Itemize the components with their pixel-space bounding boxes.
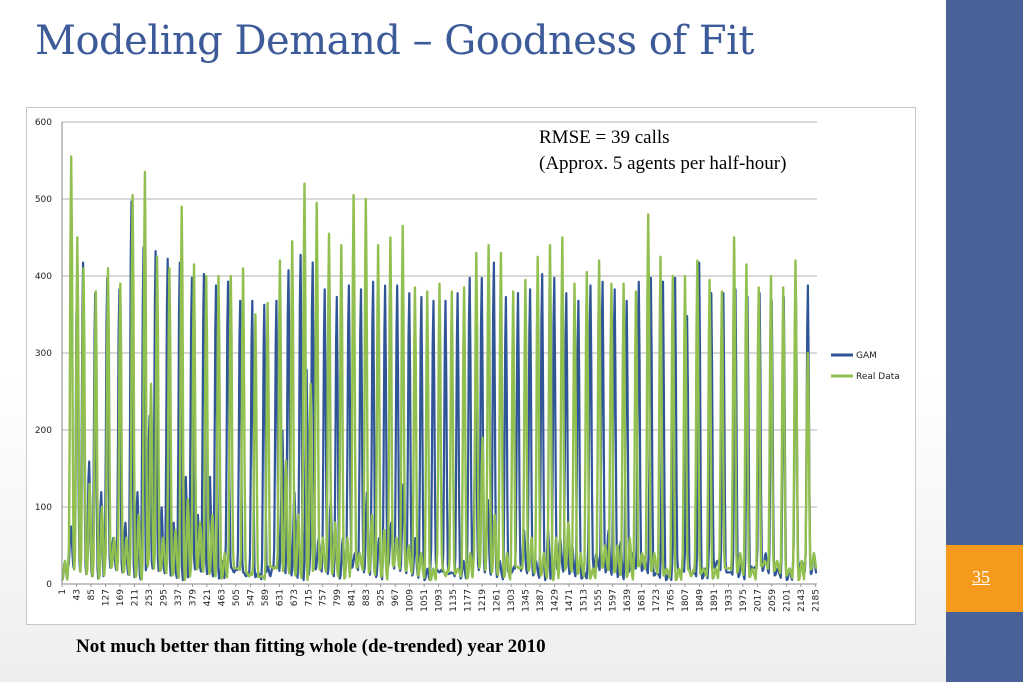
x-tick-label: 799 xyxy=(333,589,343,606)
x-tick-label: 43 xyxy=(72,589,82,600)
page-number[interactable]: 35 xyxy=(972,567,990,587)
line-chart: 0 100 200 300 400 500 600 1 43 85 127 169 211 253 295 3… xyxy=(35,118,900,612)
axes: 0 100 200 300 400 500 600 1 43 85 127 169 211 253 295 3… xyxy=(35,118,821,612)
x-tick-label: 1009 xyxy=(406,589,416,612)
x-tick-label: 1513 xyxy=(579,589,589,612)
y-tick-label: 0 xyxy=(46,580,52,590)
x-tick-label: 1765 xyxy=(666,589,676,612)
agents-line: (Approx. 5 agents per half-hour) xyxy=(539,153,787,174)
x-tick-label: 1555 xyxy=(594,589,604,612)
x-tick-label: 1975 xyxy=(739,589,749,612)
x-tick-label: 1639 xyxy=(623,589,633,612)
x-tick-label: 337 xyxy=(174,589,184,606)
y-tick-label: 500 xyxy=(35,195,52,205)
x-tick-label: 631 xyxy=(275,589,285,606)
x-tick-label: 2185 xyxy=(811,589,821,612)
x-tick-label: 1429 xyxy=(551,589,561,612)
page-number-box: 35 xyxy=(946,545,1023,612)
chart-panel: 0 100 200 300 400 500 600 1 43 85 127 169 211 253 295 3… xyxy=(26,107,916,625)
x-tick-label: 379 xyxy=(188,589,198,606)
x-tick-label: 1933 xyxy=(724,589,734,612)
x-tick-label: 925 xyxy=(377,589,387,606)
x-tick-label: 715 xyxy=(304,589,314,606)
legend: GAM Real Data xyxy=(831,351,900,382)
x-tick-label: 673 xyxy=(290,589,300,606)
x-tick-label: 1387 xyxy=(536,589,546,612)
x-tick-label: 295 xyxy=(159,589,169,606)
y-tick-label: 600 xyxy=(35,118,52,128)
x-tick-label: 547 xyxy=(246,589,256,606)
series-lines xyxy=(61,155,818,582)
x-tick-label: 841 xyxy=(348,589,358,606)
series-line-real-data xyxy=(61,155,818,582)
x-tick-label: 421 xyxy=(203,589,213,606)
x-tick-label: 85 xyxy=(87,589,97,600)
x-tick-label: 1219 xyxy=(478,589,488,612)
x-tick-label: 1261 xyxy=(493,589,503,612)
x-tick-label: 1093 xyxy=(435,589,445,612)
x-tick-label: 1597 xyxy=(608,589,618,612)
slide-caption: Not much better than fitting whole (de-t… xyxy=(76,636,546,657)
legend-label-real-data: Real Data xyxy=(856,372,900,382)
rmse-annotation: RMSE = 39 calls (Approx. 5 agents per ha… xyxy=(539,125,786,177)
x-tick-label: 1471 xyxy=(565,589,575,612)
x-tick-label: 1681 xyxy=(637,589,647,612)
x-tick-label: 127 xyxy=(101,589,111,606)
legend-label-gam: GAM xyxy=(856,351,877,361)
x-tick-label: 253 xyxy=(145,589,155,606)
rmse-line: RMSE = 39 calls xyxy=(539,127,670,148)
x-tick-label: 1 xyxy=(58,589,68,595)
x-tick-label: 505 xyxy=(232,589,242,606)
x-tick-label: 1849 xyxy=(695,589,705,612)
x-tick-label: 1051 xyxy=(420,589,430,612)
x-tick-label: 1345 xyxy=(522,589,532,612)
x-tick-label: 2143 xyxy=(797,589,807,612)
x-tick-label: 757 xyxy=(319,589,329,606)
slide-title: Modeling Demand – Goodness of Fit xyxy=(35,18,754,64)
x-tick-label: 1891 xyxy=(710,589,720,612)
x-tick-label: 463 xyxy=(217,589,227,606)
y-tick-label: 200 xyxy=(35,426,52,436)
y-tick-label: 400 xyxy=(35,272,52,282)
x-tick-label: 169 xyxy=(116,589,126,606)
x-tick-label: 1303 xyxy=(507,589,517,612)
y-tick-label: 100 xyxy=(35,503,52,513)
x-tick-label: 2059 xyxy=(768,589,778,612)
x-tick-label: 211 xyxy=(130,589,140,606)
x-tick-label: 2017 xyxy=(753,589,763,612)
x-tick-label: 589 xyxy=(261,589,271,606)
x-tick-label: 1723 xyxy=(652,589,662,612)
x-tick-label: 883 xyxy=(362,589,372,606)
x-tick-label: 1177 xyxy=(464,589,474,612)
x-tick-label: 2101 xyxy=(782,589,792,612)
x-tick-label: 1135 xyxy=(449,589,459,612)
x-tick-label: 967 xyxy=(391,589,401,606)
y-tick-label: 300 xyxy=(35,349,52,359)
x-tick-label: 1807 xyxy=(681,589,691,612)
